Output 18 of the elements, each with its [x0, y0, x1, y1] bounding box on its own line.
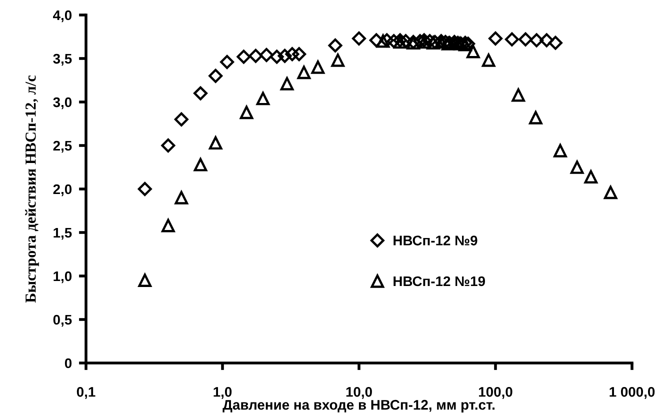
y-tick-label: 4,0 — [53, 10, 72, 22]
y-tick-label: 0 — [64, 358, 72, 368]
y-tick-label: 1,0 — [54, 271, 72, 284]
x-tick-label: 10,0 — [346, 386, 372, 399]
y-tick-label: 0,5 — [53, 314, 72, 327]
legend-label: НВСп-12 №19 — [394, 276, 485, 286]
y-tick-label: 3,0 — [53, 97, 72, 110]
x-tick-label: 0,1 — [76, 386, 96, 399]
legend-label: НВСп-12 №9 — [394, 236, 478, 246]
y-tick-label: 2,0 — [53, 184, 72, 196]
y-tick-label: 2,5 — [53, 140, 72, 153]
x-tick-label: 1,0 — [214, 386, 232, 399]
y-tick-label: 1,5 — [54, 228, 72, 240]
y-tick-label: 3,5 — [53, 54, 72, 66]
x-tick-label: 100,0 — [479, 386, 512, 399]
y-axis-title: Быстрота действия НВСп-12, л/с — [25, 75, 39, 303]
x-tick-label: 1 000,0 — [610, 386, 655, 399]
x-axis-title: Давление на входе в НВСп-12, мм рт.ст. — [222, 400, 494, 413]
